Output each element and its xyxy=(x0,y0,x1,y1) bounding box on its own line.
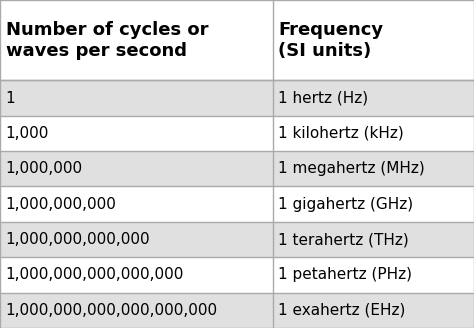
Text: 1 petahertz (PHz): 1 petahertz (PHz) xyxy=(278,267,412,282)
Text: 1,000: 1,000 xyxy=(6,126,49,141)
Bar xyxy=(0,187,474,222)
Text: 1 exahertz (EHz): 1 exahertz (EHz) xyxy=(278,303,406,318)
Text: 1 gigahertz (GHz): 1 gigahertz (GHz) xyxy=(278,197,413,212)
Text: 1 terahertz (THz): 1 terahertz (THz) xyxy=(278,232,409,247)
Text: 1: 1 xyxy=(6,91,15,106)
Text: 1,000,000,000,000: 1,000,000,000,000 xyxy=(6,232,150,247)
Bar xyxy=(0,293,474,328)
Text: 1 hertz (Hz): 1 hertz (Hz) xyxy=(278,91,368,106)
Text: Frequency
(SI units): Frequency (SI units) xyxy=(278,21,383,60)
Bar xyxy=(0,116,474,151)
Text: 1,000,000,000,000,000,000: 1,000,000,000,000,000,000 xyxy=(6,303,218,318)
Text: 1 kilohertz (kHz): 1 kilohertz (kHz) xyxy=(278,126,404,141)
Bar xyxy=(0,80,474,116)
Bar xyxy=(0,222,474,257)
Text: 1,000,000: 1,000,000 xyxy=(6,161,83,176)
Text: Number of cycles or
waves per second: Number of cycles or waves per second xyxy=(6,21,208,60)
Text: 1,000,000,000,000,000: 1,000,000,000,000,000 xyxy=(6,267,184,282)
Bar xyxy=(0,151,474,187)
Bar xyxy=(0,0,474,80)
Text: 1,000,000,000: 1,000,000,000 xyxy=(6,197,117,212)
Bar xyxy=(0,257,474,293)
Text: 1 megahertz (MHz): 1 megahertz (MHz) xyxy=(278,161,425,176)
